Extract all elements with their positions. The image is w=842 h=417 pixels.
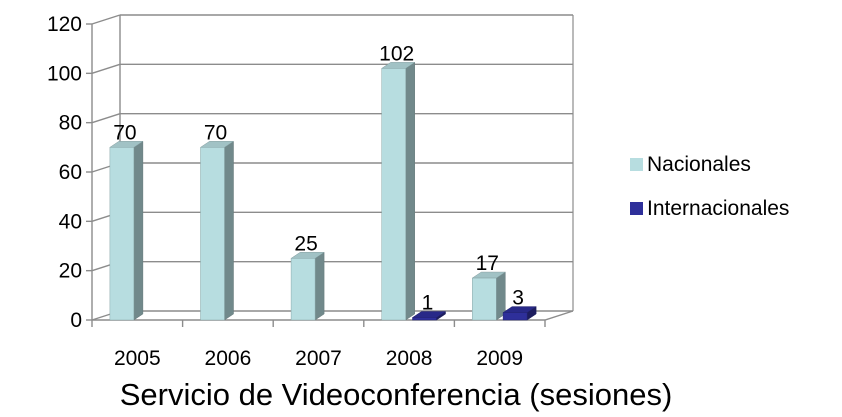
x-tick-label: 2007 bbox=[295, 347, 342, 370]
y-tick-label: 0 bbox=[70, 309, 82, 332]
chart-title: Servicio de Videoconferencia (sesiones) bbox=[120, 377, 673, 412]
bar-internacionales-2008 bbox=[411, 311, 447, 321]
y-tick-label: 60 bbox=[59, 161, 82, 184]
bar-nacionales-2008 bbox=[380, 61, 416, 321]
data-label: 17 bbox=[476, 252, 499, 275]
y-tick-label: 100 bbox=[47, 62, 82, 85]
y-tick-label: 120 bbox=[47, 13, 82, 36]
x-tick-label: 2009 bbox=[476, 347, 523, 370]
legend-label: Internacionales bbox=[647, 197, 789, 220]
data-label: 70 bbox=[113, 121, 136, 144]
x-tick-label: 2005 bbox=[114, 347, 161, 370]
y-tick-label: 20 bbox=[59, 260, 82, 283]
data-label: 70 bbox=[204, 121, 227, 144]
gridlines bbox=[91, 14, 574, 321]
data-label: 25 bbox=[294, 232, 317, 255]
data-label: 3 bbox=[512, 287, 524, 310]
y-tick-label: 80 bbox=[59, 112, 82, 135]
gridline-side bbox=[91, 113, 121, 124]
bars bbox=[109, 61, 537, 321]
bar-nacionales-2009 bbox=[471, 271, 507, 321]
legend-swatch bbox=[630, 158, 643, 171]
data-label: 1 bbox=[422, 292, 434, 315]
gridline-side bbox=[91, 14, 121, 25]
data-labels: 70 70 25 102 17 1 3 bbox=[113, 42, 524, 314]
legend-swatch bbox=[630, 202, 643, 215]
bar-internacionales-2009 bbox=[502, 306, 537, 321]
axes: 0 20 40 60 80 100 120 2005 2006 2007 2008 2009 bbox=[47, 13, 574, 370]
x-tick-label: 2008 bbox=[386, 347, 433, 370]
bar-nacionales-2007 bbox=[290, 251, 325, 321]
x-tick-label: 2006 bbox=[205, 347, 252, 370]
y-tick-label: 40 bbox=[59, 210, 82, 233]
legend-label: Nacionales bbox=[647, 153, 751, 176]
legend: Nacionales Internacionales bbox=[630, 153, 789, 220]
bar-nacionales-2006 bbox=[199, 140, 235, 321]
bar-nacionales-2005 bbox=[109, 140, 144, 321]
data-label: 102 bbox=[379, 42, 414, 65]
gridline-side bbox=[91, 63, 121, 74]
